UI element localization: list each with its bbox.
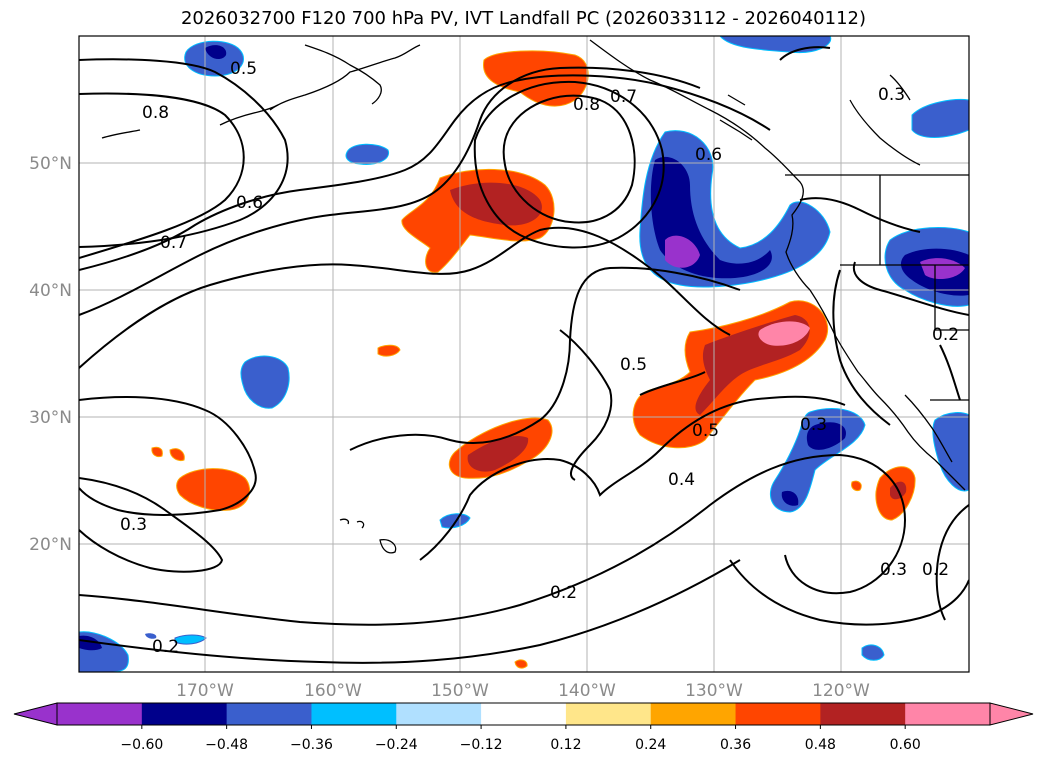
latitude-labels: 50°N 40°N 30°N 20°N	[29, 154, 72, 555]
neg-anomaly-region	[932, 412, 969, 492]
contour-label: 0.3	[800, 415, 827, 435]
contour-label: 0.7	[160, 233, 187, 253]
neg-anomaly-region	[439, 513, 471, 529]
lon-label: 170°W	[176, 681, 234, 701]
colorbar-segment	[820, 703, 906, 725]
map-title: 2026032700 F120 700 hPa PV, IVT Landfall…	[180, 8, 867, 29]
colorbar-frame	[56, 702, 991, 726]
neg-anomaly-region	[719, 36, 832, 54]
contour-label: 0.5	[230, 59, 257, 79]
colorbar-segment	[226, 703, 312, 725]
pos-anomaly-peak	[758, 321, 810, 346]
colorbar-tick-label: −0.24	[375, 737, 418, 753]
colorbar: −0.60 −0.48 −0.36 −0.24 −0.12 0.12 0.24 0.36 0.4…	[13, 702, 1034, 753]
neg-anomaly-region	[240, 355, 290, 409]
contour-labels: 0.5 0.8 0.7 0.6 0.8 0.7 0.6 0.3 0.2 0.5 …	[120, 59, 959, 657]
longitude-labels: 170°W 160°W 150°W 140°W 130°W 120°W	[176, 681, 870, 701]
contour-label: 0.5	[620, 355, 647, 375]
lon-label: 140°W	[558, 681, 616, 701]
contour-label: 0.2	[932, 325, 959, 345]
lon-label: 150°W	[431, 681, 489, 701]
contours	[79, 46, 969, 664]
contour-label: 0.7	[610, 87, 637, 107]
colorbar-max-extend	[989, 702, 1034, 726]
colorbar-tick-label: 0.12	[550, 737, 581, 753]
contour-label: 0.6	[695, 145, 722, 165]
neg-anomaly-region	[911, 99, 969, 138]
lon-label: 130°W	[685, 681, 743, 701]
lon-label: 160°W	[304, 681, 362, 701]
lat-label: 20°N	[29, 535, 72, 555]
colorbar-tick-label: 0.60	[890, 737, 921, 753]
colorbar-min-extend	[13, 702, 58, 726]
contour-label: 0.3	[878, 85, 905, 105]
contour-label: 0.3	[880, 560, 907, 580]
colorbar-tick-label: 0.36	[720, 737, 751, 753]
shading-layer	[79, 36, 969, 672]
colorbar-tick-label: −0.36	[290, 737, 333, 753]
neg-anomaly-region	[345, 143, 390, 165]
colorbar-segment	[396, 703, 482, 725]
colorbar-tick-label: −0.48	[205, 737, 248, 753]
contour-label: 0.2	[922, 560, 949, 580]
colorbar-segment	[565, 703, 652, 725]
contour-label: 0.2	[152, 637, 179, 657]
contour-label: 0.6	[236, 193, 263, 213]
colorbar-segment	[481, 703, 567, 725]
colorbar-segment	[735, 703, 821, 725]
colorbar-segment	[650, 703, 737, 725]
colorbar-segment	[57, 703, 143, 725]
contour-label: 0.5	[692, 421, 719, 441]
colorbar-tick-label: 0.48	[805, 737, 836, 753]
colorbar-tick-label: −0.12	[460, 737, 503, 753]
pos-anomaly-region	[377, 344, 401, 357]
colorbar-tick-label: −0.60	[120, 737, 163, 753]
contour-label: 0.2	[550, 583, 577, 603]
contour-label: 0.3	[120, 515, 147, 535]
contour-label: 0.4	[668, 470, 695, 490]
lat-label: 40°N	[29, 281, 72, 301]
colorbar-segment	[311, 703, 397, 725]
lat-label: 50°N	[29, 154, 72, 174]
colorbar-segment	[141, 703, 228, 725]
lat-label: 30°N	[29, 408, 72, 428]
map-area: 0.5 0.8 0.7 0.6 0.8 0.7 0.6 0.3 0.2 0.5 …	[79, 36, 969, 672]
colorbar-segment	[905, 703, 991, 725]
pos-anomaly-region	[176, 468, 250, 511]
contour-label: 0.8	[142, 103, 169, 123]
colorbar-tick-label: 0.24	[635, 737, 666, 753]
lon-label: 120°W	[812, 681, 870, 701]
contour-label: 0.8	[573, 95, 600, 115]
graticule	[79, 36, 969, 672]
map-frame	[78, 35, 970, 673]
